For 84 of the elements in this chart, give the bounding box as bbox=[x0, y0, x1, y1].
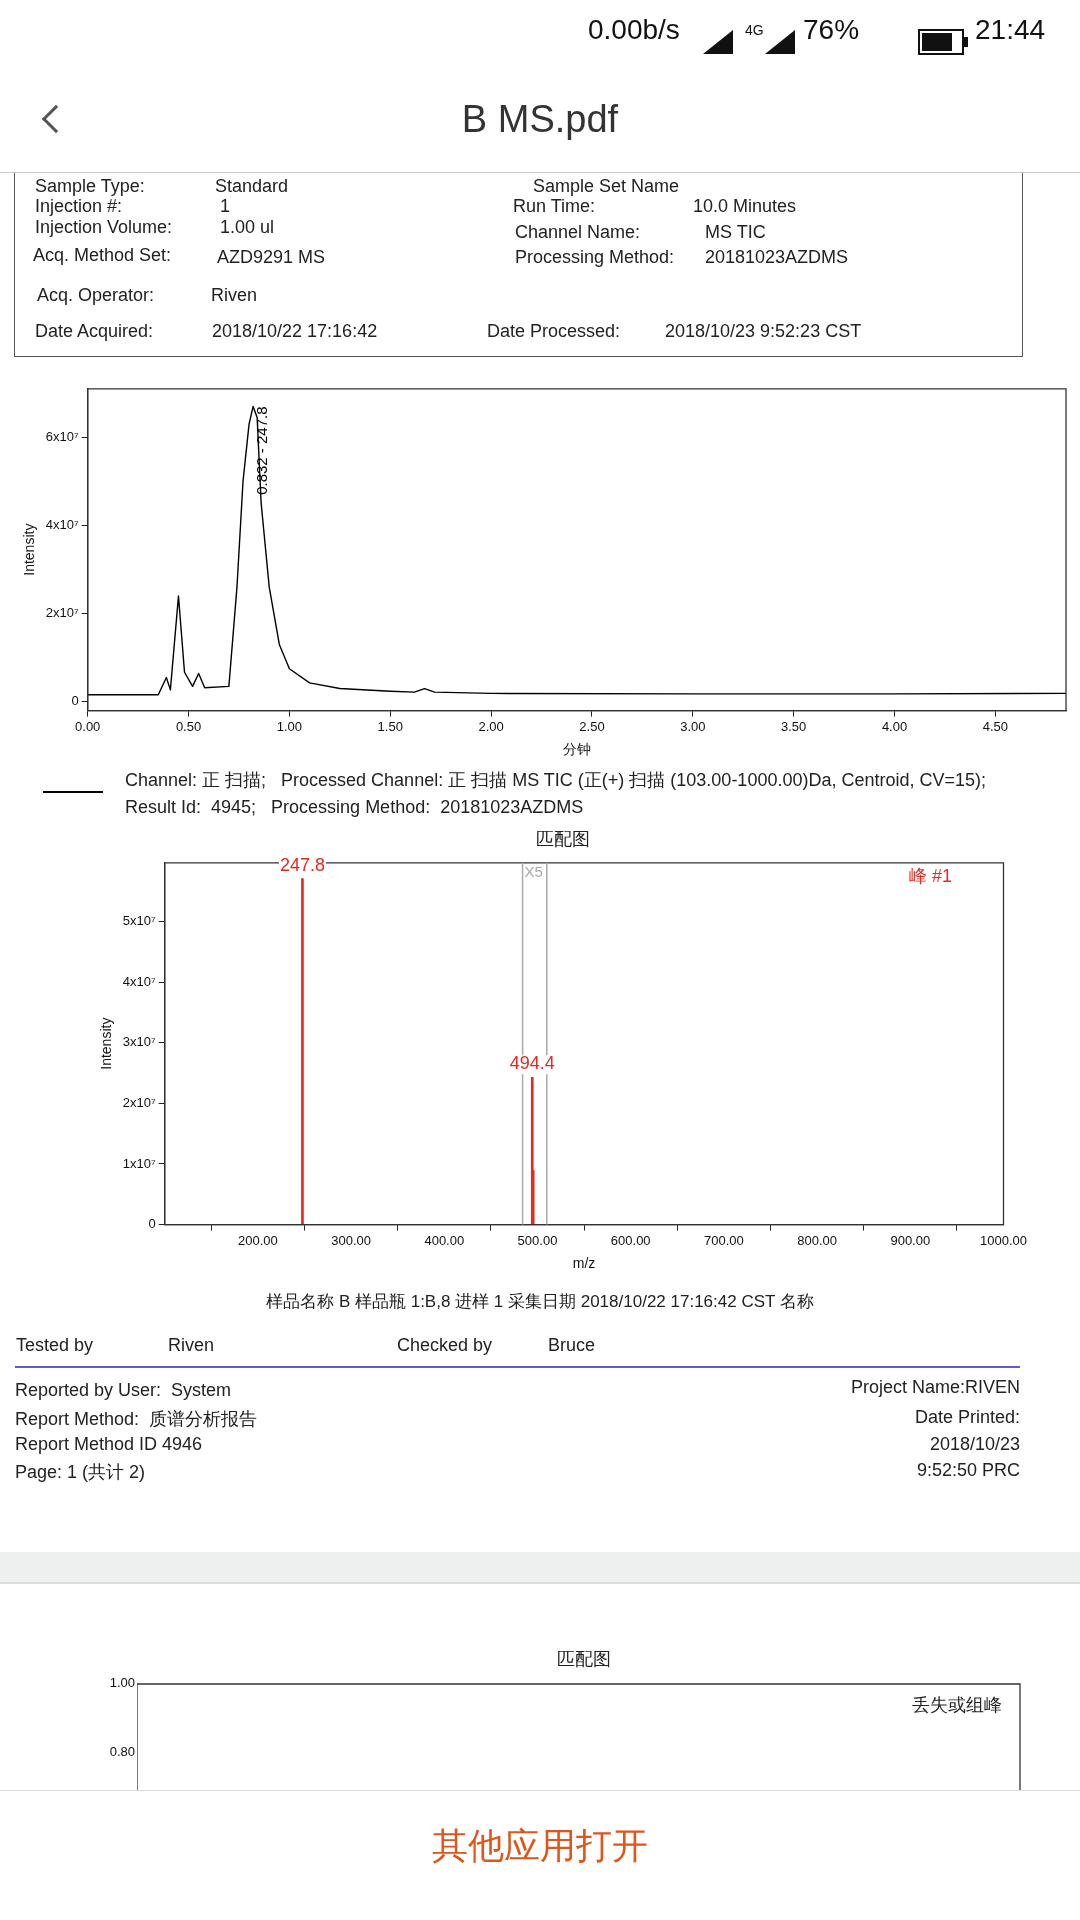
text: Processing Method: bbox=[515, 247, 675, 268]
y-tick-label: 4x10⁷ bbox=[122, 973, 156, 989]
text: Riven bbox=[211, 285, 258, 306]
x-tick-label: 2.00 bbox=[478, 718, 504, 734]
text: Injection Volume: bbox=[35, 217, 173, 238]
annotation: 494.4 bbox=[509, 1053, 555, 1074]
text: Date Printed: bbox=[914, 1407, 1020, 1428]
text: 2018/10/23 9:52:23 CST bbox=[665, 321, 862, 342]
text: 2018/10/23 bbox=[929, 1434, 1020, 1455]
text: 1 bbox=[220, 196, 231, 217]
text: Tested by bbox=[16, 1335, 94, 1356]
y-tick-label: 6x10⁷ bbox=[45, 428, 79, 444]
x-tick-label: 1000.00 bbox=[980, 1232, 1027, 1248]
text: Bruce bbox=[548, 1335, 596, 1356]
ref-line-label: X5 bbox=[524, 863, 543, 881]
text: Report Method: 质谱分析报告 bbox=[15, 1408, 258, 1431]
text: Report Method ID 4946 bbox=[15, 1434, 203, 1455]
x-tick-label: 1.50 bbox=[377, 718, 403, 734]
text: MS TIC bbox=[705, 222, 766, 243]
text: Standard bbox=[215, 176, 289, 197]
y-tick-label: 3x10⁷ bbox=[122, 1034, 156, 1050]
x-tick-label: 900.00 bbox=[890, 1232, 931, 1248]
text: 21:44 bbox=[975, 14, 1046, 46]
text: Run Time: bbox=[513, 196, 596, 217]
bar bbox=[301, 878, 304, 1225]
text: 样品名称 B 样品瓶 1:B,8 进样 1 采集日期 2018/10/22 17:16:42 CST 名称 bbox=[266, 1291, 814, 1313]
x-tick-label: 3.50 bbox=[781, 718, 807, 734]
text: 10.0 Minutes bbox=[693, 196, 797, 217]
y-tick-label: 0 bbox=[71, 693, 79, 709]
text: 20181023AZDMS bbox=[705, 247, 849, 268]
text: Project Name:RIVEN bbox=[850, 1377, 1020, 1398]
text: Sample Type: bbox=[35, 176, 145, 197]
text: Date Processed: bbox=[487, 321, 621, 342]
text: Channel Name: bbox=[515, 222, 641, 243]
y-axis-title: Intensity bbox=[98, 1017, 115, 1070]
x-tick-label: 500.00 bbox=[517, 1232, 558, 1248]
text: 1.00 bbox=[109, 1675, 135, 1690]
chart-title: 匹配图 bbox=[534, 828, 591, 851]
x-tick-label: 4.50 bbox=[982, 718, 1009, 734]
x-axis-title: m/z bbox=[572, 1255, 596, 1272]
x-tick-label: 4.00 bbox=[881, 718, 908, 734]
y-tick-label: 5x10⁷ bbox=[122, 913, 156, 929]
text: Sample Set Name bbox=[533, 176, 680, 197]
text: 4G bbox=[745, 22, 764, 38]
text: 丢失或组峰 bbox=[912, 1694, 1002, 1717]
x-tick-label: 300.00 bbox=[331, 1232, 371, 1248]
text: Acq. Operator: bbox=[37, 285, 155, 306]
y-axis-title: Intensity bbox=[21, 523, 38, 576]
text: 0.00b/s bbox=[588, 14, 680, 46]
text: Riven bbox=[168, 1335, 215, 1356]
y-tick-label: 1x10⁷ bbox=[122, 1155, 156, 1171]
x-tick-label: 800.00 bbox=[797, 1232, 837, 1248]
annotation: 247.8 bbox=[279, 854, 325, 875]
text: 76% bbox=[803, 14, 860, 46]
x-tick-label: 400.00 bbox=[424, 1232, 465, 1248]
x-tick-label: 3.00 bbox=[680, 718, 706, 734]
x-tick-label: 0.00 bbox=[75, 718, 101, 734]
x-tick-label: 0.50 bbox=[175, 718, 202, 734]
y-tick-label: 0 bbox=[148, 1216, 156, 1232]
y-tick-label: 2x10⁷ bbox=[122, 1094, 156, 1110]
annotation: 峰 #1 bbox=[908, 865, 952, 888]
x-tick-label: 1.00 bbox=[276, 718, 303, 734]
text: Date Acquired: bbox=[35, 321, 154, 342]
x-tick-label: 2.50 bbox=[579, 718, 605, 734]
y-tick-label: 2x10⁷ bbox=[45, 605, 79, 621]
text: Page: 1 (共计 2) bbox=[15, 1461, 146, 1484]
text: 2018/10/22 17:16:42 bbox=[212, 321, 378, 342]
y-tick-label: 4x10⁷ bbox=[45, 517, 79, 533]
text: AZD9291 MS bbox=[217, 247, 326, 268]
text: Reported by User: System bbox=[15, 1380, 232, 1401]
text: Checked by bbox=[397, 1335, 493, 1356]
text: B MS.pdf bbox=[461, 98, 619, 141]
text: 9:52:50 PRC bbox=[916, 1460, 1020, 1481]
text: Acq. Method Set: bbox=[33, 245, 172, 266]
x-tick-label: 600.00 bbox=[610, 1232, 651, 1248]
x-axis-title: 分钟 bbox=[562, 741, 591, 758]
x-tick-label: 200.00 bbox=[238, 1232, 278, 1248]
text: 匹配图 bbox=[555, 1648, 612, 1671]
legend-label: Channel: 正 扫描; Processed Channel: 正 扫描 MS TIC (正(+) 扫描 (103.00-1000.00)Da, Centroid, CV=15); Result Id: 4945; Processing Method: 20181023AZDMS bbox=[125, 769, 987, 819]
text: 0.80 bbox=[109, 1744, 135, 1759]
text: 1.00 ul bbox=[220, 217, 275, 238]
text: 其他应用打开 bbox=[432, 1824, 648, 1868]
text: Injection #: bbox=[35, 196, 123, 217]
x-tick-label: 700.00 bbox=[704, 1232, 744, 1248]
